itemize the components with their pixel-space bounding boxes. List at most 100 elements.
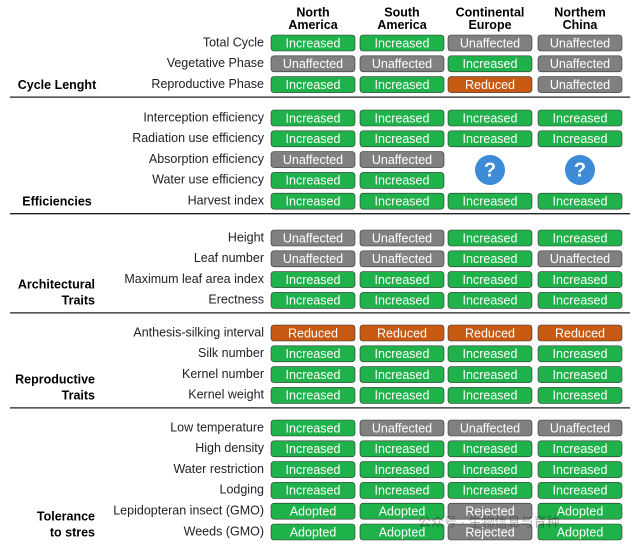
status-text: Increased [375, 389, 430, 403]
unknown-mark: ? [484, 159, 496, 181]
status-text: Increased [286, 368, 341, 382]
column-header: North [296, 5, 329, 19]
status-cell [270, 271, 356, 288]
status-text: Increased [286, 463, 341, 477]
status-cell [537, 523, 623, 541]
status-cell [270, 76, 356, 93]
status-text: Increased [375, 132, 430, 146]
status-text: Increased [553, 294, 608, 308]
status-text: Increased [553, 368, 608, 382]
group-label: to stres [50, 525, 95, 539]
status-cell [270, 523, 356, 541]
status-text: Increased [286, 421, 341, 435]
status-text: Reduced [288, 326, 338, 340]
status-text: Increased [286, 273, 341, 287]
status-cell [270, 440, 356, 458]
status-cell [359, 440, 445, 458]
status-text: Increased [463, 111, 518, 125]
status-cell [447, 76, 533, 93]
status-cell [537, 229, 623, 247]
status-text: Increased [463, 463, 518, 477]
status-cell [447, 440, 533, 458]
status-text: Increased [553, 194, 608, 208]
status-text: Unaffected [460, 421, 520, 435]
row-label: Reproductive Phase [151, 77, 264, 91]
status-cell [537, 55, 623, 73]
status-cell [447, 419, 533, 437]
status-text: Increased [286, 132, 341, 146]
status-cell [359, 387, 445, 404]
status-cell [537, 192, 623, 210]
status-text: Adopted [290, 525, 337, 539]
status-text: Unaffected [372, 252, 432, 266]
column-header: China [563, 18, 599, 32]
status-text: Increased [286, 389, 341, 403]
status-text: Increased [463, 389, 518, 403]
status-text: Increased [463, 231, 518, 245]
column-header: America [377, 18, 427, 32]
status-cell [359, 482, 445, 499]
status-text: Unaffected [372, 421, 432, 435]
watermark: 公众号 · 生物信息与育种 [418, 514, 560, 529]
status-text: Increased [375, 294, 430, 308]
status-cell [359, 76, 445, 93]
status-cell [447, 109, 533, 127]
row-label: Silk number [198, 346, 264, 360]
status-cell [359, 192, 445, 210]
status-cell [359, 461, 445, 478]
column-header: America [288, 18, 338, 32]
row-label: Maximum leaf area index [124, 272, 264, 286]
status-text: Unaffected [283, 252, 343, 266]
status-cell [359, 345, 445, 363]
status-cell [447, 345, 533, 363]
row-label: Lepidopteran insect (GMO) [113, 503, 264, 517]
status-text: Increased [553, 347, 608, 361]
status-cell [270, 229, 356, 247]
status-cell [447, 324, 533, 342]
status-cell [447, 523, 533, 541]
status-cell [537, 271, 623, 288]
status-text: Increased [463, 57, 518, 71]
status-cell [359, 366, 445, 383]
status-text: Increased [553, 273, 608, 287]
status-cell [447, 130, 533, 148]
status-text: Increased [553, 484, 608, 498]
status-text: Increased [375, 273, 430, 287]
status-cell [537, 440, 623, 458]
status-cell [447, 34, 533, 52]
status-cell [270, 192, 356, 210]
status-cell [537, 461, 623, 478]
column-header: Continental [456, 5, 525, 19]
status-cell [537, 34, 623, 52]
status-cell [359, 172, 445, 189]
status-cell [270, 151, 356, 168]
status-text: Unaffected [550, 57, 610, 71]
status-text: Unaffected [372, 57, 432, 71]
status-text: Increased [463, 273, 518, 287]
status-text: Unaffected [283, 231, 343, 245]
status-text: Increased [286, 484, 341, 498]
status-text: Increased [286, 194, 341, 208]
row-label: Total Cycle [203, 35, 264, 49]
group-label: Reproductive [15, 373, 95, 387]
status-cell [270, 502, 356, 520]
status-text: Reduced [377, 326, 427, 340]
status-text: Unaffected [550, 78, 610, 92]
status-cell [447, 292, 533, 309]
status-text: Increased [375, 36, 430, 50]
status-cell [270, 55, 356, 73]
status-cell [270, 250, 356, 268]
group-label: Cycle Lenght [18, 78, 97, 92]
group-label: Tolerance [37, 509, 95, 523]
status-cell [270, 324, 356, 342]
status-text: Increased [375, 111, 430, 125]
row-label: Water restriction [173, 462, 264, 476]
status-cell [359, 229, 445, 247]
status-cell [447, 250, 533, 268]
status-cell [359, 271, 445, 288]
status-text: Unaffected [550, 252, 610, 266]
status-text: Unaffected [372, 153, 432, 167]
status-text: Increased [375, 463, 430, 477]
status-cell [270, 34, 356, 52]
status-text: Adopted [290, 504, 337, 518]
